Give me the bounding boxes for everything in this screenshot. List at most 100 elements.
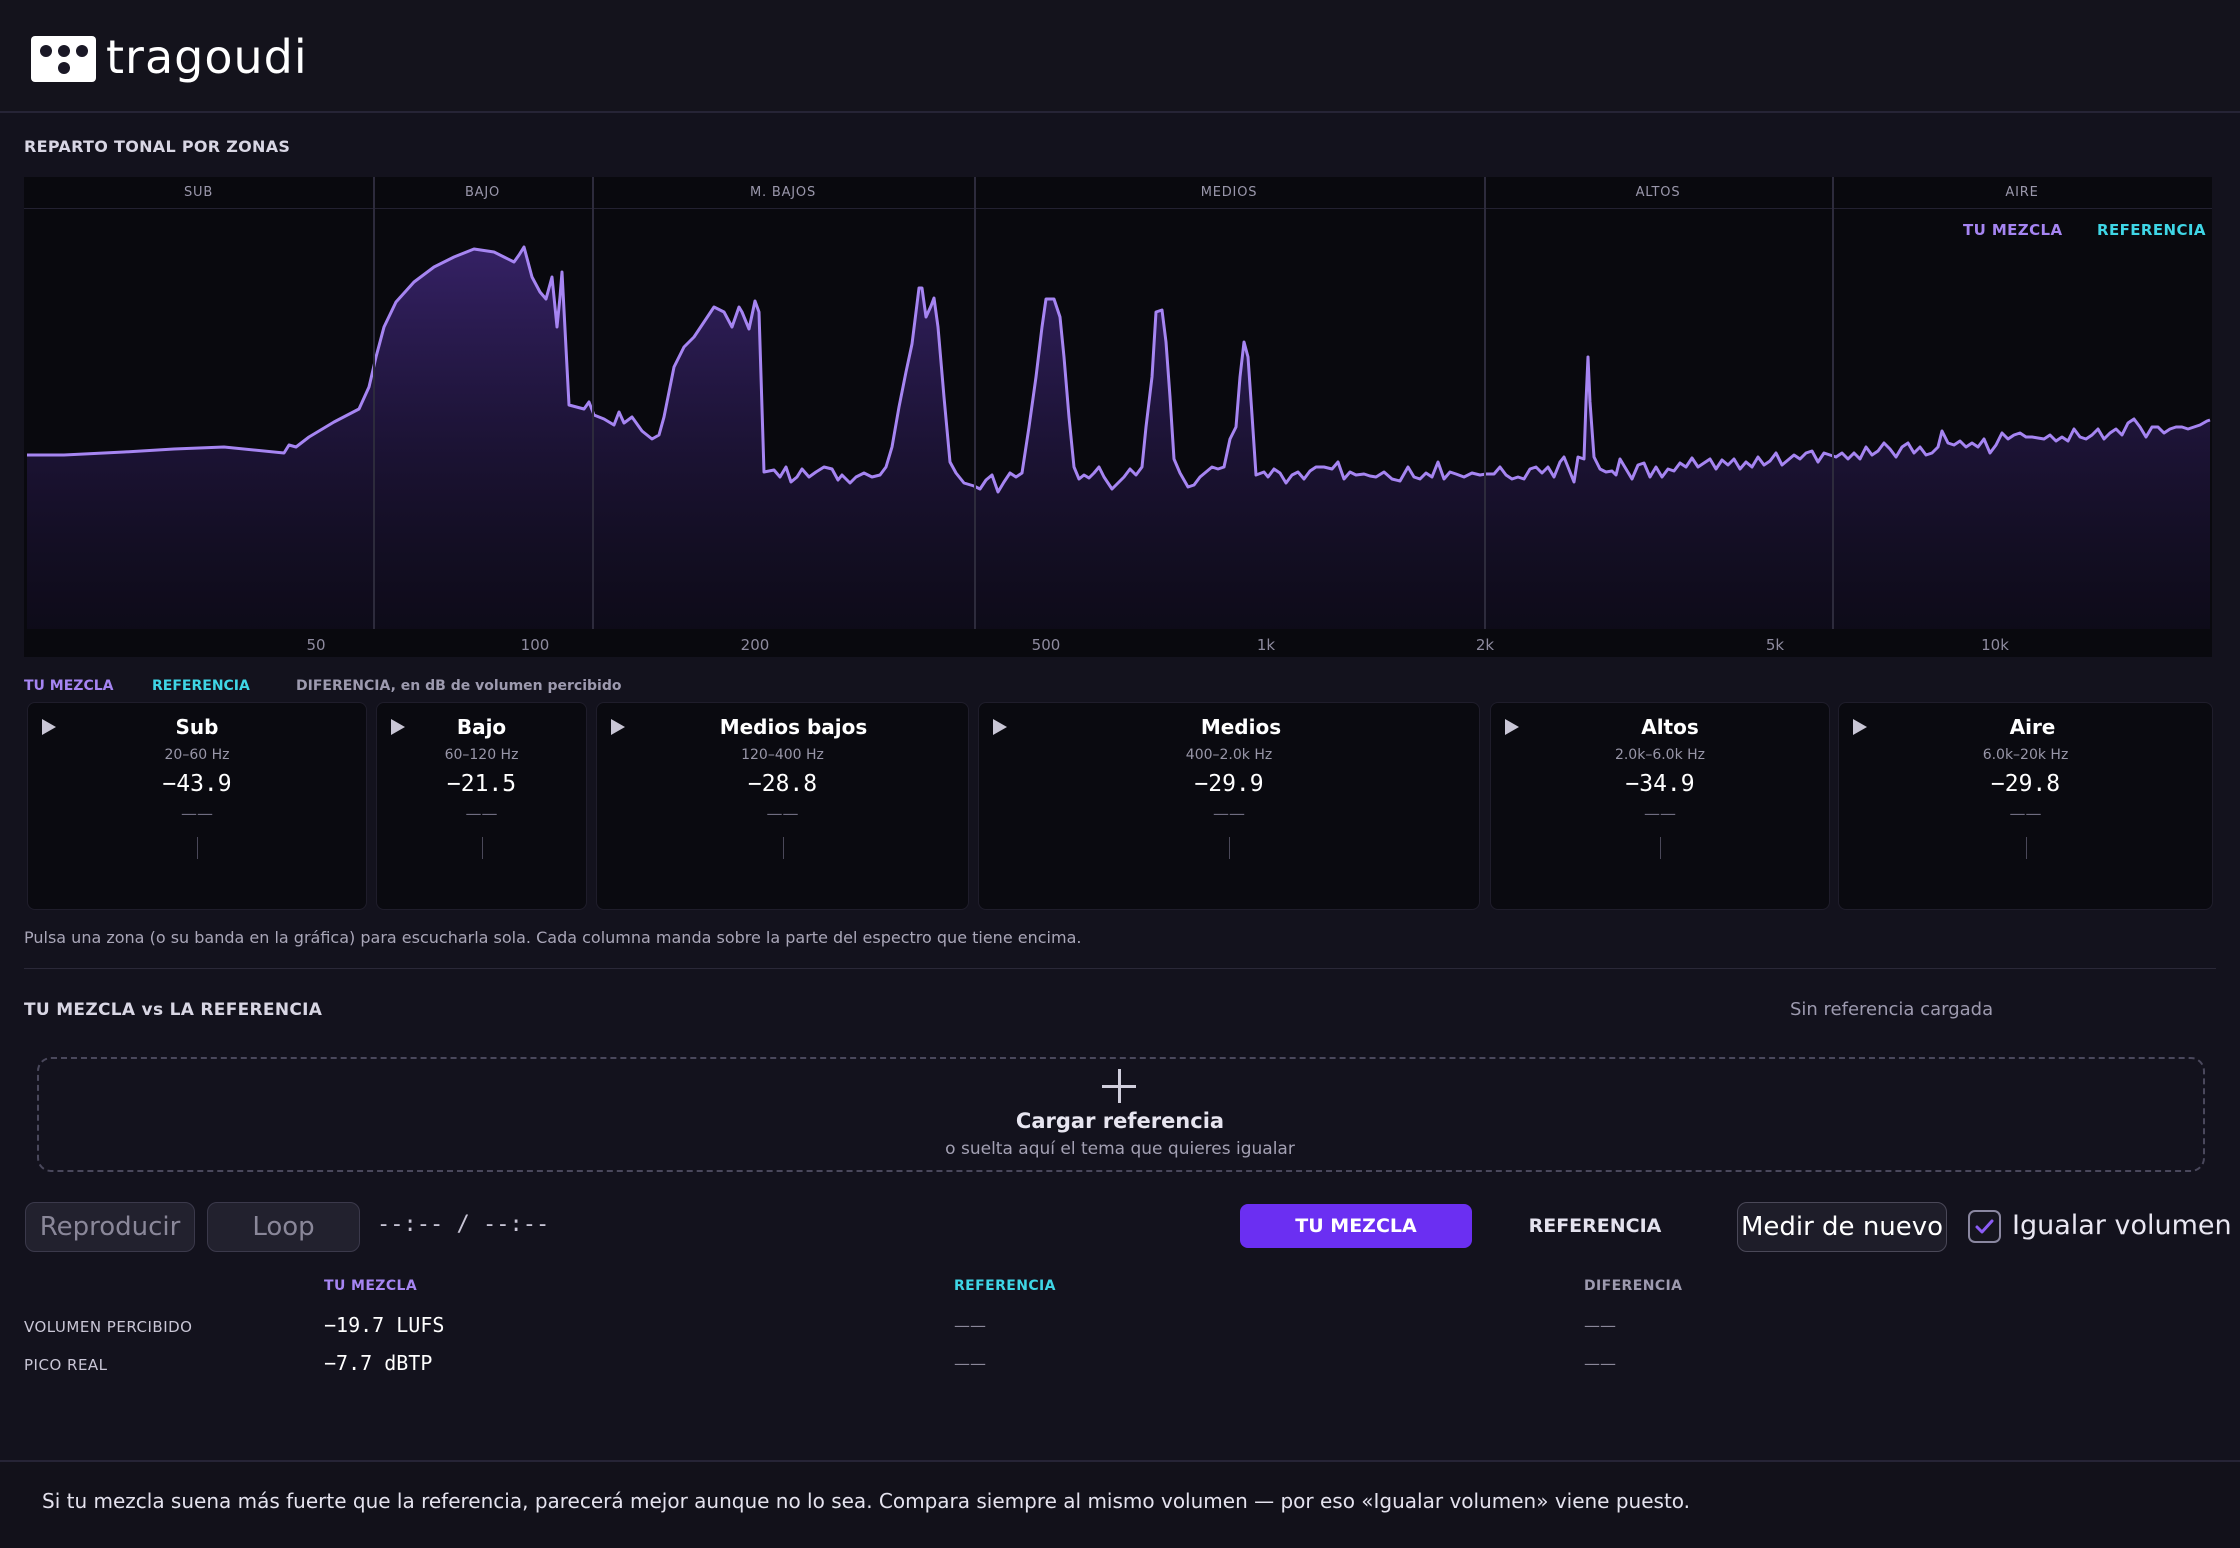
match-volume-label[interactable]: Igualar volumen [2012, 1210, 2232, 1241]
play-icon[interactable] [993, 719, 1007, 735]
bands-legend-ref: REFERENCIA [152, 678, 250, 694]
legend-ref: REFERENCIA [2097, 221, 2206, 239]
match-volume-checkbox[interactable] [1968, 1210, 2001, 1243]
spectrum-chart[interactable]: SUB BAJO M. BAJOS MEDIOS ALTOS AIRE TU M… [24, 177, 2212, 657]
band-name: Bajo [456, 715, 507, 739]
play-icon[interactable] [1853, 719, 1867, 735]
band-diff: —— [181, 804, 213, 823]
band-card-aire[interactable]: Aire 6.0k–20k Hz −29.8 —— [1838, 702, 2213, 910]
band-cards: Sub 20–60 Hz −43.9 —— Bajo 60–120 Hz −21… [0, 702, 2240, 910]
freq-label: 50 [306, 636, 326, 654]
band-value: −29.9 [1194, 771, 1264, 797]
loop-button[interactable]: Loop [207, 1202, 360, 1252]
metric-ref-value: —— [954, 1316, 986, 1335]
band-value: −43.9 [162, 771, 232, 797]
tab-mix[interactable]: TU MEZCLA [1240, 1204, 1472, 1248]
reference-dropzone[interactable] [37, 1057, 2205, 1172]
band-range: 60–120 Hz [444, 747, 519, 763]
reference-status: Sin referencia cargada [1790, 999, 1994, 1020]
check-icon [1975, 1219, 1994, 1234]
band-name: Sub [175, 715, 219, 739]
legend-mix: TU MEZCLA [1963, 221, 2063, 239]
band-diff-marker [1229, 837, 1230, 859]
play-icon[interactable] [42, 719, 56, 735]
compare-section-title: TU MEZCLA vs LA REFERENCIA [24, 1000, 323, 1020]
zone-divider [373, 177, 375, 629]
freq-label: 500 [1031, 636, 1061, 654]
metric-mix-value: −7.7 dBTP [324, 1351, 433, 1375]
band-diff: —— [1213, 804, 1245, 823]
band-value: −21.5 [446, 771, 517, 797]
zone-header-aire[interactable]: AIRE [1832, 177, 2212, 209]
zone-header-sub[interactable]: SUB [24, 177, 373, 209]
play-button[interactable]: Reproducir [25, 1202, 195, 1252]
zone-divider [1832, 177, 1834, 629]
zone-header-altos[interactable]: ALTOS [1484, 177, 1832, 209]
bands-legend-diff: DIFERENCIA, en dB de volumen percibido [296, 678, 622, 694]
band-value: −29.8 [1990, 771, 2061, 797]
plus-icon-v [1118, 1069, 1121, 1103]
zone-header-medios[interactable]: MEDIOS [974, 177, 1484, 209]
metric-mix-value: −19.7 LUFS [324, 1313, 445, 1337]
band-diff: —— [2009, 804, 2042, 823]
metrics-header-ref: REFERENCIA [954, 1278, 1056, 1294]
band-value: −34.9 [1625, 771, 1695, 797]
zone-divider [1484, 177, 1486, 629]
band-card-medios-bajos[interactable]: Medios bajos 120–400 Hz −28.8 —— [596, 702, 969, 910]
play-icon[interactable] [611, 719, 625, 735]
dropzone-subtitle: o suelta aquí el tema que quieres iguala… [945, 1139, 1295, 1159]
zone-header-medios-bajos[interactable]: M. BAJOS [592, 177, 974, 209]
band-value: −28.8 [747, 771, 818, 797]
band-card-altos[interactable]: Altos 2.0k–6.0k Hz −34.9 —— [1490, 702, 1830, 910]
metric-label: PICO REAL [24, 1356, 108, 1374]
band-name: Aire [2009, 715, 2056, 739]
metric-diff-value: —— [1584, 1354, 1616, 1373]
band-name: Medios [1200, 715, 1282, 739]
zone-header-bajo[interactable]: BAJO [373, 177, 592, 209]
measure-again-button[interactable]: Medir de nuevo [1737, 1202, 1947, 1252]
band-diff: —— [766, 804, 799, 823]
band-range: 120–400 Hz [741, 747, 824, 763]
freq-label: 5k [1765, 636, 1785, 654]
band-diff-marker [782, 837, 784, 859]
freq-label: 100 [520, 636, 550, 654]
metric-diff-value: —— [1584, 1316, 1616, 1335]
spectrum-plot[interactable] [24, 177, 2212, 629]
bands-legend-mix: TU MEZCLA [24, 678, 114, 694]
tonal-section-title: REPARTO TONAL POR ZONAS [24, 137, 291, 156]
band-range: 20–60 Hz [164, 747, 230, 763]
tab-reference[interactable]: REFERENCIA [1528, 1215, 1662, 1237]
band-name: Medios bajos [719, 715, 868, 739]
mix-spectrum-line [27, 245, 2211, 494]
freq-label: 200 [740, 636, 770, 654]
metrics-header-mix: TU MEZCLA [324, 1278, 418, 1294]
footer-text: Si tu mezcla suena más fuerte que la ref… [42, 1489, 1691, 1513]
metric-ref-value: —— [954, 1354, 986, 1373]
band-diff: —— [465, 804, 498, 823]
play-icon[interactable] [391, 719, 405, 735]
freq-label: 1k [1256, 636, 1276, 654]
zone-divider [592, 177, 594, 629]
band-name: Altos [1641, 715, 1699, 739]
band-card-sub[interactable]: Sub 20–60 Hz −43.9 —— [27, 702, 367, 910]
band-diff: —— [1644, 804, 1676, 823]
band-diff-marker [197, 837, 198, 859]
band-range: 2.0k–6.0k Hz [1614, 747, 1706, 763]
band-diff-marker [2025, 837, 2027, 859]
band-range: 400–2.0k Hz [1185, 747, 1273, 763]
band-diff-marker [1660, 837, 1661, 859]
app-header: tragoudi [0, 0, 2240, 113]
band-range: 6.0k–20k Hz [1982, 747, 2069, 763]
band-card-bajo[interactable]: Bajo 60–120 Hz −21.5 —— [376, 702, 587, 910]
play-icon[interactable] [1505, 719, 1519, 735]
app-logo-text: tragoudi [106, 30, 308, 84]
freq-label: 2k [1475, 636, 1495, 654]
band-card-medios[interactable]: Medios 400–2.0k Hz −29.9 —— [978, 702, 1480, 910]
dropzone-title: Cargar referencia [1015, 1109, 1225, 1133]
section-divider [24, 968, 2216, 969]
metrics-header-diff: DIFERENCIA [1584, 1278, 1683, 1294]
band-diff-marker [481, 837, 483, 859]
metric-label: VOLUMEN PERCIBIDO [24, 1318, 193, 1336]
bands-hint: Pulsa una zona (o su banda en la gráfica… [24, 928, 1082, 947]
footer-tip: Si tu mezcla suena más fuerte que la ref… [0, 1460, 2240, 1548]
